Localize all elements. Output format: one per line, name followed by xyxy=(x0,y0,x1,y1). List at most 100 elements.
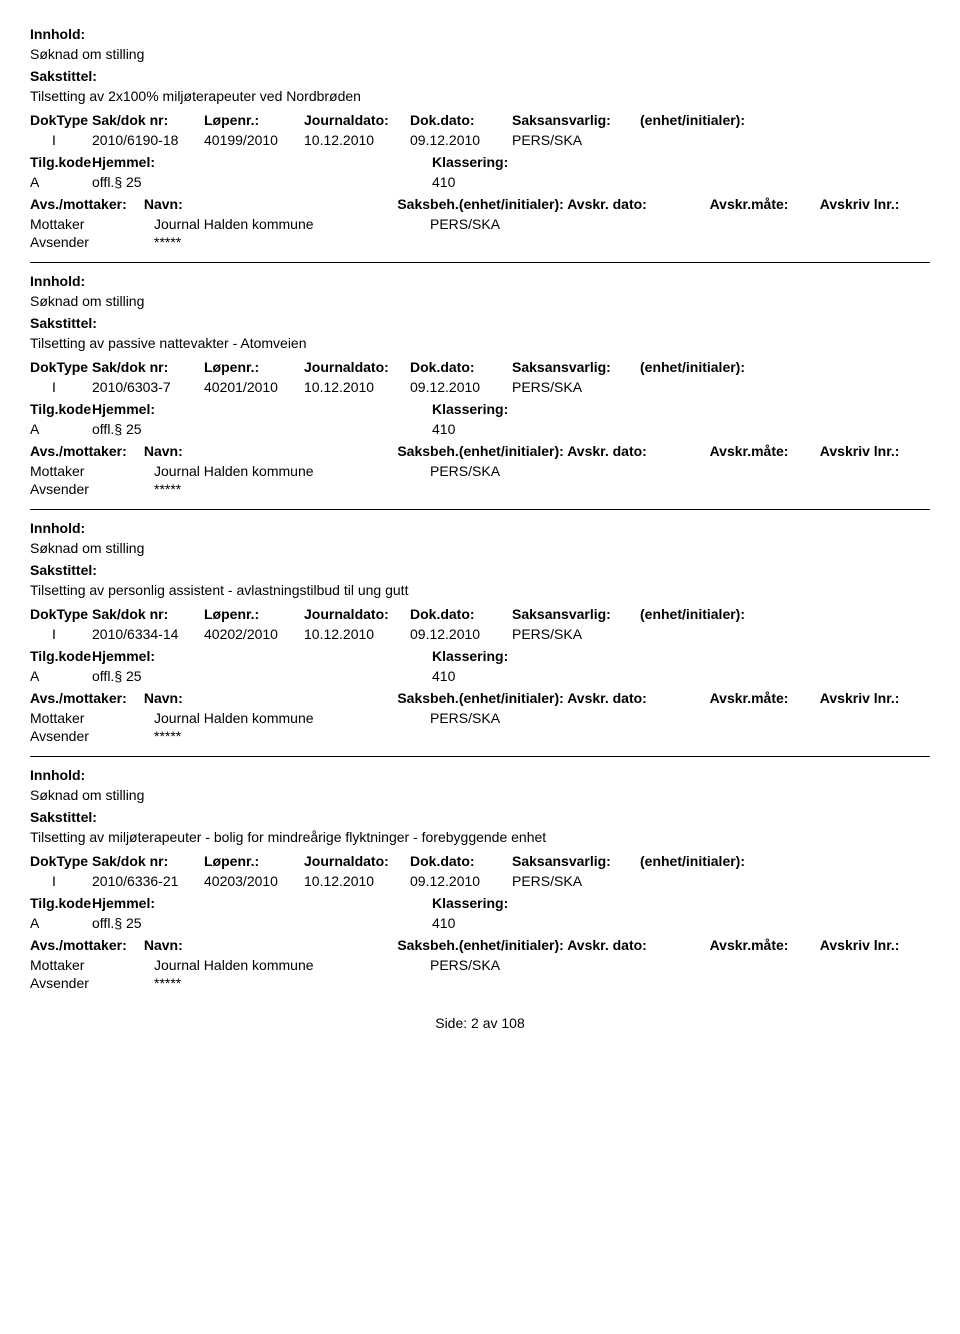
mottaker-row: Mottaker Journal Halden kommune PERS/SKA xyxy=(30,957,930,973)
avsender-label: Avsender xyxy=(30,975,154,991)
saksansvarlig-header: Saksansvarlig: xyxy=(512,606,640,622)
lopenr-header: Løpenr.: xyxy=(204,853,304,869)
saksansvarlig-header: Saksansvarlig: xyxy=(512,359,640,375)
avsmottaker-header: Avs./mottaker: xyxy=(30,196,144,212)
lopenr-header: Løpenr.: xyxy=(204,112,304,128)
hjemmel-header-row: Tilg.kode Hjemmel: Klassering: xyxy=(30,401,930,417)
doktype-header: DokType xyxy=(30,359,92,375)
lopenr-value: 40203/2010 xyxy=(204,873,304,889)
avsmottaker-header: Avs./mottaker: xyxy=(30,690,144,706)
innhold-value: Søknad om stilling xyxy=(30,293,930,309)
avskrmate-header: Avskr.måte: xyxy=(710,690,820,706)
avs-header-row: Avs./mottaker: Navn: Saksbeh.(enhet/init… xyxy=(30,937,930,953)
mottaker-row: Mottaker Journal Halden kommune PERS/SKA xyxy=(30,216,930,232)
avsender-row: Avsender ***** xyxy=(30,975,930,991)
klassering-header: Klassering: xyxy=(432,154,592,170)
mottaker-row: Mottaker Journal Halden kommune PERS/SKA xyxy=(30,710,930,726)
enhet-header: (enhet/initialer): xyxy=(640,606,810,622)
sakdok-header: Sak/dok nr: xyxy=(92,853,204,869)
mottaker-enh: PERS/SKA xyxy=(430,463,610,479)
hjemmel-header: Hjemmel: xyxy=(92,648,432,664)
hjemmel-header: Hjemmel: xyxy=(92,895,432,911)
klassering-value: 410 xyxy=(432,174,592,190)
sakdok-value: 2010/6334-14 xyxy=(92,626,204,642)
doc-data-row: I 2010/6336-21 40203/2010 10.12.2010 09.… xyxy=(30,873,930,889)
hjemmel-value: offl.§ 25 xyxy=(92,915,432,931)
avsmottaker-header: Avs./mottaker: xyxy=(30,443,144,459)
enhet-header: (enhet/initialer): xyxy=(640,359,810,375)
innhold-value: Søknad om stilling xyxy=(30,540,930,556)
doktype-value: I xyxy=(30,873,92,889)
mottaker-name: Journal Halden kommune xyxy=(154,957,430,973)
klassering-value: 410 xyxy=(432,915,592,931)
innhold-label: Innhold: xyxy=(30,520,930,536)
mottaker-enh: PERS/SKA xyxy=(430,710,610,726)
sakstittel-value: Tilsetting av 2x100% miljøterapeuter ved… xyxy=(30,88,930,104)
avsender-name: ***** xyxy=(154,234,430,250)
innhold-value: Søknad om stilling xyxy=(30,46,930,62)
sakstittel-label: Sakstittel: xyxy=(30,68,930,84)
saksansvarlig-value: PERS/SKA xyxy=(512,873,640,889)
avsender-name: ***** xyxy=(154,481,430,497)
mottaker-name: Journal Halden kommune xyxy=(154,216,430,232)
mottaker-name: Journal Halden kommune xyxy=(154,710,430,726)
hjemmel-data-row: A offl.§ 25 410 xyxy=(30,915,930,931)
lopenr-header: Løpenr.: xyxy=(204,359,304,375)
lopenr-value: 40201/2010 xyxy=(204,379,304,395)
sakdok-value: 2010/6336-21 xyxy=(92,873,204,889)
mottaker-label: Mottaker xyxy=(30,463,154,479)
klassering-header: Klassering: xyxy=(432,895,592,911)
hjemmel-data-row: A offl.§ 25 410 xyxy=(30,174,930,190)
saksansvarlig-value: PERS/SKA xyxy=(512,379,640,395)
mottaker-label: Mottaker xyxy=(30,216,154,232)
hjemmel-data-row: A offl.§ 25 410 xyxy=(30,668,930,684)
tilgkode-header: Tilg.kode xyxy=(30,648,92,664)
doktype-value: I xyxy=(30,379,92,395)
doktype-value: I xyxy=(30,626,92,642)
doktype-value: I xyxy=(30,132,92,148)
doc-data-row: I 2010/6190-18 40199/2010 10.12.2010 09.… xyxy=(30,132,930,148)
journaldato-header: Journaldato: xyxy=(304,606,410,622)
enhet-header: (enhet/initialer): xyxy=(640,112,810,128)
tilgkode-header: Tilg.kode xyxy=(30,154,92,170)
avskrivlnr-header: Avskriv lnr.: xyxy=(820,937,930,953)
dokdato-header: Dok.dato: xyxy=(410,359,512,375)
hjemmel-header: Hjemmel: xyxy=(92,401,432,417)
dokdato-value: 09.12.2010 xyxy=(410,132,512,148)
sakdok-header: Sak/dok nr: xyxy=(92,112,204,128)
journaldato-value: 10.12.2010 xyxy=(304,379,410,395)
hjemmel-header-row: Tilg.kode Hjemmel: Klassering: xyxy=(30,648,930,664)
avskrmate-header: Avskr.måte: xyxy=(710,443,820,459)
navn-header: Navn: xyxy=(144,196,397,212)
journaldato-header: Journaldato: xyxy=(304,853,410,869)
doc-header-row: DokType Sak/dok nr: Løpenr.: Journaldato… xyxy=(30,112,930,128)
sakstittel-value: Tilsetting av personlig assistent - avla… xyxy=(30,582,930,598)
sakstittel-value: Tilsetting av passive nattevakter - Atom… xyxy=(30,335,930,351)
avs-header-row: Avs./mottaker: Navn: Saksbeh.(enhet/init… xyxy=(30,196,930,212)
sakdok-value: 2010/6190-18 xyxy=(92,132,204,148)
mottaker-row: Mottaker Journal Halden kommune PERS/SKA xyxy=(30,463,930,479)
doktype-header: DokType xyxy=(30,606,92,622)
mottaker-label: Mottaker xyxy=(30,957,154,973)
navn-header: Navn: xyxy=(144,690,397,706)
avskrivlnr-header: Avskriv lnr.: xyxy=(820,443,930,459)
hjemmel-header-row: Tilg.kode Hjemmel: Klassering: xyxy=(30,895,930,911)
entry-divider xyxy=(30,262,930,263)
hjemmel-header-row: Tilg.kode Hjemmel: Klassering: xyxy=(30,154,930,170)
journal-entry: Innhold: Søknad om stilling Sakstittel: … xyxy=(30,520,930,744)
sakstittel-label: Sakstittel: xyxy=(30,809,930,825)
saksbeh-header: Saksbeh.(enhet/initialer): Avskr. dato: xyxy=(397,443,709,459)
hjemmel-data-row: A offl.§ 25 410 xyxy=(30,421,930,437)
innhold-value: Søknad om stilling xyxy=(30,787,930,803)
navn-header: Navn: xyxy=(144,443,397,459)
tilgkode-value: A xyxy=(30,668,92,684)
doc-header-row: DokType Sak/dok nr: Løpenr.: Journaldato… xyxy=(30,359,930,375)
avskrivlnr-header: Avskriv lnr.: xyxy=(820,690,930,706)
sakdok-header: Sak/dok nr: xyxy=(92,359,204,375)
doc-data-row: I 2010/6303-7 40201/2010 10.12.2010 09.1… xyxy=(30,379,930,395)
saksansvarlig-value: PERS/SKA xyxy=(512,626,640,642)
avsmottaker-header: Avs./mottaker: xyxy=(30,937,144,953)
doc-header-row: DokType Sak/dok nr: Løpenr.: Journaldato… xyxy=(30,606,930,622)
hjemmel-header: Hjemmel: xyxy=(92,154,432,170)
journaldato-value: 10.12.2010 xyxy=(304,873,410,889)
